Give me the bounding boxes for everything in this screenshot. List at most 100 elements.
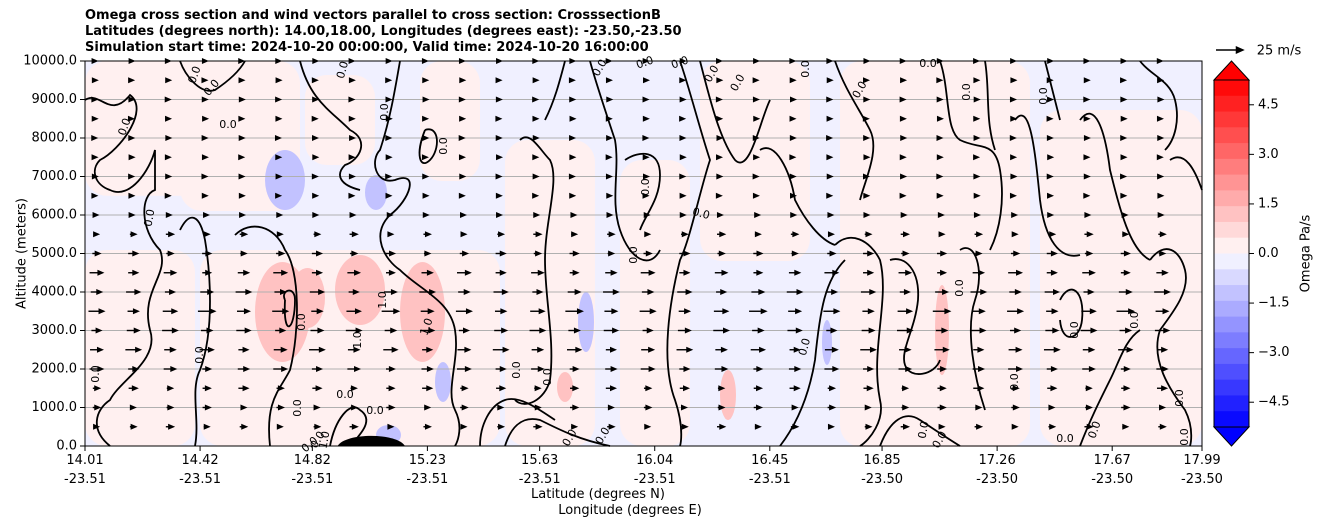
wind-vector <box>532 77 540 84</box>
wind-vector <box>165 212 173 218</box>
wind-vector <box>419 289 437 295</box>
wind-vector <box>163 366 178 372</box>
contour-label: 0.0 <box>919 57 937 70</box>
wind-vector <box>310 327 325 334</box>
colorbar-segment <box>1214 300 1249 318</box>
wind-vector <box>643 173 651 180</box>
wind-vector <box>532 115 540 122</box>
wind-vector <box>276 212 284 218</box>
wind-vector <box>1007 308 1025 315</box>
wind-vector <box>1084 212 1092 218</box>
wind-vector <box>642 135 650 141</box>
wind-vector <box>276 404 285 411</box>
x-tick-label-lat: 17.99 <box>1183 453 1220 468</box>
y-tick-label: 4000.0 <box>32 285 78 300</box>
contour-line <box>1059 288 1084 338</box>
contour-line <box>1139 60 1178 151</box>
wind-vector <box>827 423 835 430</box>
wind-vector <box>201 154 209 161</box>
axes: 0.0 1000.0 2000.0 3000.0 4000.0 5000.0 6000.0 7… <box>15 54 1223 519</box>
x-tick-label-lat: 14.82 <box>294 453 331 468</box>
wind-vector <box>239 212 247 218</box>
wind-vector <box>348 77 356 84</box>
x-tick-label-lon: -23.51 <box>179 472 221 487</box>
wind-vector <box>753 385 764 392</box>
wind-vector <box>1011 231 1019 238</box>
wind-vector <box>1082 269 1096 276</box>
wind-vector <box>937 269 948 276</box>
wind-vector <box>607 250 616 257</box>
wind-vector <box>311 173 319 180</box>
terrain-shape <box>337 435 405 446</box>
wind-vector <box>459 115 467 122</box>
wind-vector <box>1158 250 1167 257</box>
wind-vector <box>422 115 430 122</box>
wind-vector <box>350 404 359 411</box>
contour-label: 0.0 <box>691 205 711 222</box>
wind-vector <box>900 212 908 218</box>
wind-vector <box>201 192 209 199</box>
wind-vector <box>1046 308 1059 315</box>
wind-vector <box>350 250 359 257</box>
wind-vector <box>273 269 289 276</box>
wind-vector <box>934 346 950 353</box>
wind-vector <box>1010 154 1018 161</box>
contour-line <box>504 418 611 447</box>
wind-vector <box>162 327 179 334</box>
wind-vector <box>165 115 173 122</box>
wind-vector <box>1085 404 1093 411</box>
wind-vector <box>826 173 834 180</box>
wind-vector <box>164 346 177 353</box>
wind-vector <box>789 96 797 103</box>
wind-vector <box>128 366 140 372</box>
wind-vector <box>422 96 430 103</box>
terrain <box>337 435 405 446</box>
wind-vector <box>127 115 135 122</box>
wind-vector <box>237 269 251 276</box>
y-tick-label: 1000.0 <box>32 400 78 415</box>
contour-line <box>374 60 461 447</box>
colorbar-segment <box>1214 80 1249 97</box>
wind-vector <box>788 366 802 372</box>
colorbar-tick-label: 4.5 <box>1258 97 1279 112</box>
chart-title-line-3: Simulation start time: 2024-10-20 00:00:… <box>85 40 649 55</box>
colorbar-segment <box>1214 269 1249 286</box>
wind-vector <box>605 173 613 180</box>
x-tick-label-lon: -23.51 <box>749 472 791 487</box>
wind-vector <box>899 346 912 353</box>
wind-vector <box>421 269 434 276</box>
wind-vector <box>570 385 580 392</box>
wind-vector <box>567 289 582 295</box>
y-tick-label: 0.0 <box>56 439 77 454</box>
wind-vector <box>679 366 691 372</box>
wind-vector <box>1047 154 1055 161</box>
wind-vector <box>753 115 761 122</box>
wind-vector <box>495 366 507 372</box>
wind-vector <box>679 250 691 257</box>
wind-vector <box>91 96 99 103</box>
wind-vector <box>605 154 613 161</box>
wind-vector <box>347 269 362 276</box>
wind-vector <box>1044 289 1061 295</box>
chart-title-line-1: Omega cross section and wind vectors par… <box>85 8 661 23</box>
wind-vector <box>312 96 320 103</box>
wind-vector <box>459 173 467 180</box>
wind-vector <box>422 192 430 199</box>
y-tick-label: 2000.0 <box>32 362 78 377</box>
wind-vector <box>420 327 436 334</box>
wind-vector <box>1009 96 1017 103</box>
wind-vector <box>91 173 99 180</box>
y-tick-label: 5000.0 <box>32 246 78 261</box>
wind-vector <box>345 327 363 334</box>
wind-vector <box>569 135 577 141</box>
wind-vector <box>973 192 981 199</box>
wind-vector <box>385 96 393 103</box>
wind-vector <box>1083 115 1091 122</box>
colorbar-segment <box>1214 395 1249 412</box>
wind-vector <box>495 77 503 84</box>
wind-vector <box>1085 385 1093 392</box>
wind-vector <box>937 366 948 372</box>
wind-vector <box>900 173 908 180</box>
wind-vector <box>971 327 987 334</box>
wind-vector <box>1154 289 1171 295</box>
